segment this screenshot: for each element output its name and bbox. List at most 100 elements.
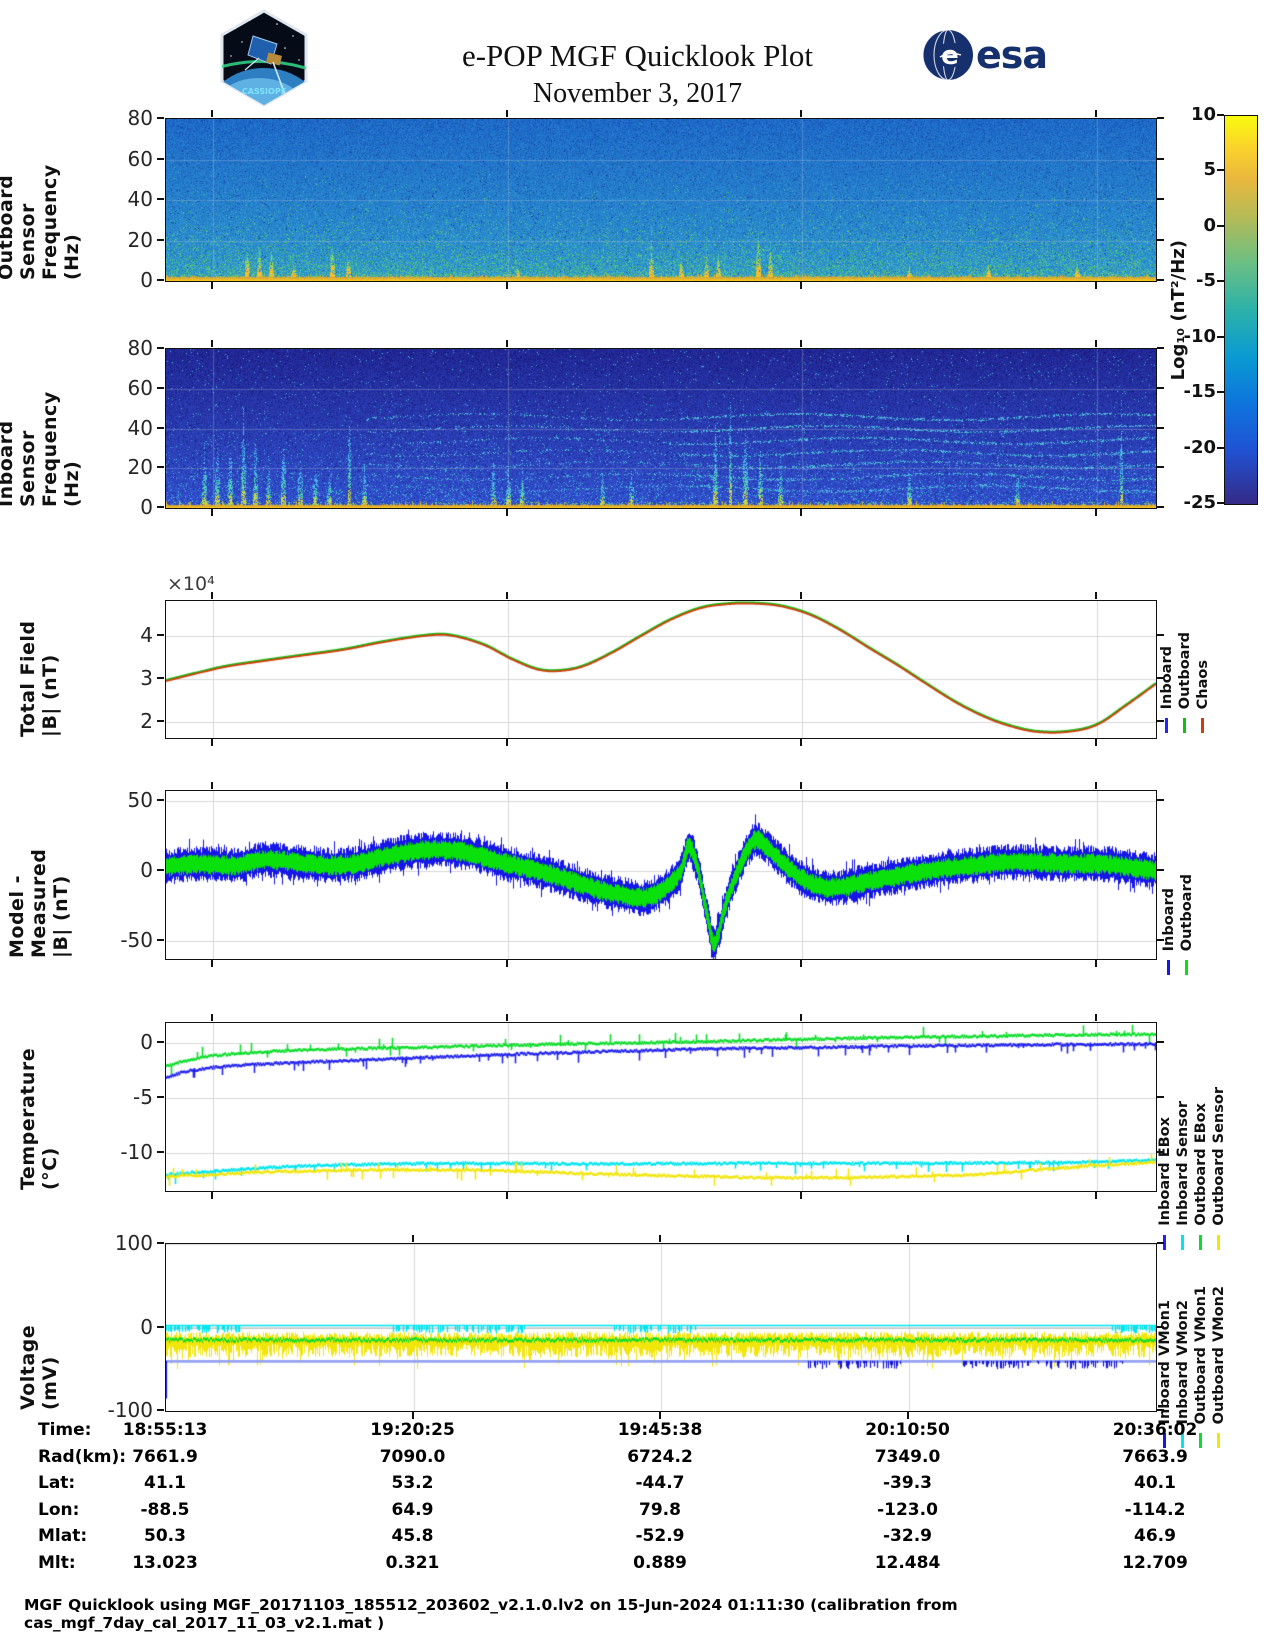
x-tick-mark [1094, 281, 1097, 289]
y-tick-label: 80 [127, 106, 153, 130]
legend-swatch [1163, 1234, 1166, 1250]
legend-swatch [1217, 1234, 1220, 1250]
legend-total-field: Inboard Outboard Chaos [1158, 632, 1211, 734]
legend-model-minus-measured: Inboard Outboard [1160, 874, 1195, 976]
colorbar-label: Log₁₀ (nT²/Hz) [1168, 239, 1189, 381]
eph-value: 7663.9 [1122, 1446, 1188, 1467]
legend-swatch [1217, 1433, 1220, 1449]
eph-row-label: Time: [38, 1420, 92, 1440]
x-tick-mark [210, 592, 213, 599]
x-tick-mark [800, 110, 803, 117]
y-tick-label: 20 [127, 227, 153, 252]
y-tick-mark [1156, 634, 1164, 637]
panel-total-field [165, 600, 1157, 739]
y-tick-mark [1156, 1096, 1164, 1099]
esa-globe-icon: e [922, 29, 973, 81]
x-tick-mark [210, 959, 213, 967]
x-tick-mark [800, 782, 803, 789]
y-tick-label: 100 [114, 1231, 153, 1255]
legend-label: Inboard EBox [1156, 1116, 1173, 1226]
x-tick-mark [1094, 738, 1097, 746]
x-tick-mark [505, 281, 508, 289]
x-tick-mark [1094, 592, 1097, 599]
y-tick-mark [1156, 198, 1164, 200]
inboard-spectrogram-canvas [166, 349, 1156, 508]
eph-value: -39.3 [883, 1473, 932, 1493]
x-tick-mark [210, 110, 213, 117]
y-tick-mark [157, 676, 164, 679]
x-tick-mark [800, 340, 803, 347]
x-tick-mark [1094, 340, 1097, 347]
axis-label-line: Model - Measured [6, 848, 50, 958]
y-tick-mark [1156, 1151, 1164, 1154]
axis-label-model-minus-measured: Model - Measured |B| (nT) [6, 790, 72, 958]
axis-label-line: Outboard Sensor [0, 174, 39, 280]
y-tick-label: 0 [140, 268, 153, 292]
y-tick-label: 0 [140, 1029, 153, 1054]
legend-swatch [1201, 718, 1204, 734]
axis-label-line: Frequency (Hz) [39, 164, 83, 280]
legend-swatch [1183, 718, 1186, 734]
page-title: e-POP MGF Quicklook Plot [461, 38, 814, 73]
eph-row-label: Mlt: [38, 1552, 76, 1573]
y-tick-label: 80 [127, 336, 153, 360]
y-tick-mark [157, 719, 164, 722]
eph-value: 46.9 [1134, 1526, 1176, 1546]
colorbar-tick-label: 5 [1203, 159, 1216, 181]
x-tick-mark [210, 1014, 213, 1021]
x-tick-mark [906, 1235, 909, 1242]
x-tick-mark [1094, 959, 1097, 967]
axis-label-line: Temperature [17, 1047, 39, 1190]
y-tick-mark [157, 1242, 164, 1244]
eph-value: 19:45:38 [617, 1420, 703, 1440]
colorbar-tick-mark [1217, 280, 1224, 283]
y-tick-label: 0 [140, 495, 153, 519]
y-tick-mark [1156, 386, 1164, 389]
x-tick-mark [800, 959, 803, 967]
x-tick-mark [411, 1411, 414, 1419]
cassiope-mission-logo: CASSIOPE [220, 9, 308, 107]
y-tick-label: 2 [140, 708, 153, 733]
x-tick-mark [800, 281, 803, 289]
eph-value: 12.484 [874, 1552, 941, 1573]
y-tick-mark [1156, 279, 1164, 281]
eph-value: 7661.9 [132, 1446, 198, 1467]
y-tick-mark [157, 238, 164, 241]
legend-label: Outboard Sensor [1210, 1087, 1227, 1226]
axis-label-line: |B| (nT) [39, 654, 61, 737]
svg-text:e: e [941, 41, 959, 71]
x-tick-mark [659, 1411, 661, 1419]
legend-label: Inboard VMon1 [1156, 1299, 1173, 1425]
axis-label-line: Total Field [17, 620, 39, 737]
eph-value: 0.889 [633, 1552, 687, 1573]
y-tick-mark [1156, 868, 1164, 871]
y-tick-mark [1156, 426, 1164, 429]
legend-label: Inboard VMon2 [1174, 1299, 1191, 1425]
y-tick-label: 3 [140, 665, 153, 690]
x-tick-mark [411, 1235, 414, 1242]
y-tick-mark [157, 117, 164, 119]
eph-value: 12.709 [1122, 1552, 1188, 1573]
y-tick-mark [1156, 798, 1164, 801]
eph-value: 53.2 [391, 1473, 434, 1493]
x-tick-mark [800, 738, 803, 746]
y-tick-mark [157, 634, 164, 637]
y-tick-mark [1156, 1325, 1164, 1328]
legend-item-inboard-ebox: Inboard EBox [1156, 1117, 1173, 1250]
y-tick-mark [157, 426, 164, 429]
eph-value: 40.1 [1134, 1473, 1176, 1493]
axis-label-voltage: Voltage (mV) [13, 1243, 65, 1410]
panel-temperature [165, 1022, 1157, 1192]
temperature-canvas [166, 1023, 1156, 1191]
eph-value: -44.7 [635, 1473, 685, 1493]
legend-label: Outboard VMon2 [1210, 1286, 1227, 1425]
y-tick-mark [1156, 1242, 1164, 1244]
legend-item-chaos: Chaos [1194, 659, 1211, 734]
legend-label: Chaos [1194, 659, 1211, 710]
x-tick-mark [210, 508, 213, 516]
legend-item-inboard-vmon1: Inboard VMon1 [1156, 1299, 1173, 1449]
y-axis-scale-note: ×10⁴ [167, 573, 215, 595]
legend-label: Inboard [1160, 887, 1177, 952]
x-tick-mark [210, 782, 213, 789]
